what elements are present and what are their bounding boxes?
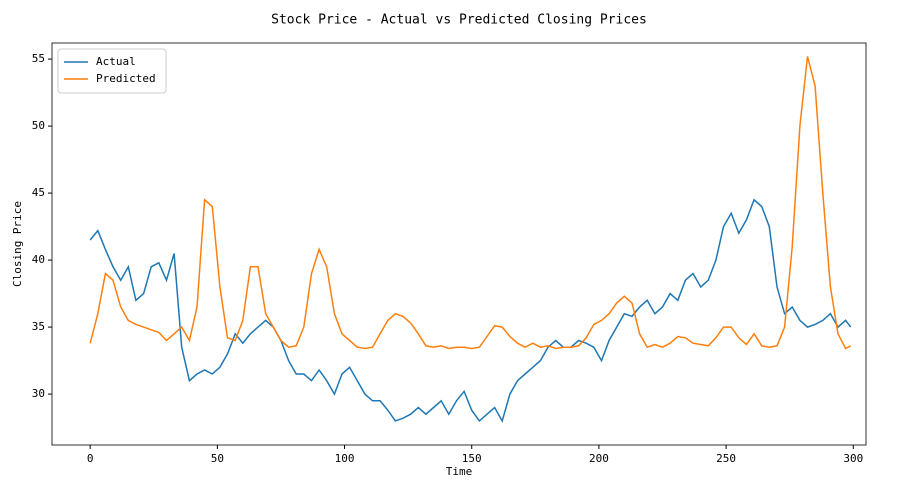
y-tick-label: 40 xyxy=(32,253,45,266)
x-tick-label: 300 xyxy=(843,452,863,465)
y-tick-label: 50 xyxy=(32,119,45,132)
x-tick-label: 150 xyxy=(462,452,482,465)
x-tick-label: 200 xyxy=(589,452,609,465)
legend-label: Predicted xyxy=(96,72,156,85)
y-tick-label: 55 xyxy=(32,52,45,65)
legend-box xyxy=(57,48,167,94)
x-tick-label: 50 xyxy=(211,452,224,465)
y-tick-label: 30 xyxy=(32,387,45,400)
x-tick-label: 0 xyxy=(87,452,94,465)
series-line xyxy=(89,198,852,423)
chart-title: Stock Price - Actual vs Predicted Closin… xyxy=(271,13,647,28)
y-tick-label: 45 xyxy=(32,186,45,199)
plot-frame xyxy=(51,42,867,446)
x-tick-label: 250 xyxy=(716,452,736,465)
series-line xyxy=(89,56,852,350)
y-axis-label: Closing Price xyxy=(11,201,24,287)
x-axis-label: Time xyxy=(446,465,473,478)
legend-label: Actual xyxy=(96,55,136,68)
x-tick-label: 100 xyxy=(335,452,355,465)
y-tick-label: 35 xyxy=(32,320,45,333)
